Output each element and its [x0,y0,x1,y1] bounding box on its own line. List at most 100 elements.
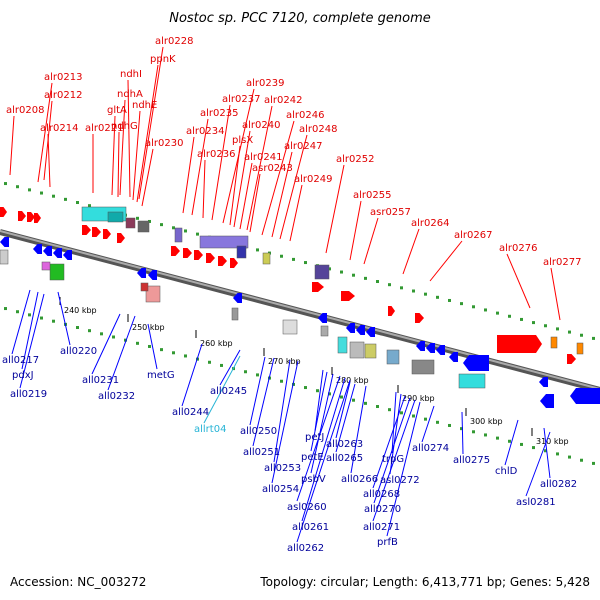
forward-gene-box [576,342,584,355]
guide-dot [340,395,343,399]
guide-dot [496,436,499,440]
label-leader [349,200,362,261]
guide-dot [424,292,427,296]
reverse-gene-arrow [356,325,365,335]
label-leader [246,105,273,231]
label-leader [203,355,241,424]
reverse-gene-box [231,307,239,321]
gene-label-all0265: all0265 [326,453,363,464]
reverse-gene-box [386,349,400,365]
forward-gene-arrow [388,306,395,316]
label-leader [391,391,397,454]
gene-label-alr0264: alr0264 [411,218,449,229]
reverse-gene-arrow [233,293,242,303]
label-leader [111,115,116,196]
reverse-gene-arrow [346,323,355,333]
guide-dot [160,223,163,227]
guide-dot [448,423,451,427]
label-leader [296,375,341,502]
guide-dot [580,458,583,462]
forward-gene-arrow [567,354,576,364]
reverse-gene-arrow [148,270,157,280]
guide-dot [52,194,55,198]
reverse-gene-arrow [33,244,42,254]
guide-dot [352,273,355,277]
guide-dot [220,363,223,367]
forward-gene-arrow [18,211,26,221]
guide-dot [64,197,67,201]
gene-label-plsx: plsX [232,135,253,146]
gene-label-alr0252: alr0252 [336,154,374,165]
label-leader [136,64,159,203]
guide-dot [328,267,331,271]
reverse-gene-arrow [426,343,435,353]
forward-gene-arrow [415,313,424,323]
gene-label-alr0235: alr0235 [200,108,238,119]
label-leader [350,385,367,474]
gene-label-alr0240: alr0240 [242,120,280,131]
label-leader [229,145,241,226]
guide-dot [4,307,7,311]
label-leader [273,359,291,463]
gene-label-alr0241: alr0241 [244,152,282,163]
forward-gene-arrow [92,227,101,237]
reverse-gene-arrow [137,268,146,278]
gene-label-chld: chlD [495,466,518,477]
kbp-label: 300 kbp [470,417,503,426]
label-leader [402,228,420,275]
gene-label-all0263: all0263 [326,439,363,450]
guide-dot [196,232,199,236]
label-leader [335,381,351,439]
label-leader [271,151,293,238]
gene-label-alr0267: alr0267 [454,230,492,241]
guide-dot [508,439,511,443]
guide-dot [412,414,415,418]
gene-label-all0251: all0251 [243,447,280,458]
label-leader [429,240,463,282]
guide-dot [508,314,511,318]
label-leader [132,110,141,201]
reverse-gene-arrow [539,377,548,387]
gene-label-trpg: trpG [382,454,404,465]
reverse-gene-arrow [0,237,9,247]
forward-gene-arrow [230,258,238,268]
reverse-gene-box [49,263,65,281]
gene-label-ndhi: ndhI [120,69,142,80]
gene-features [0,206,600,408]
gene-label-ppnk: ppnK [150,54,176,65]
reverse-gene-arrow [449,352,458,362]
reverse-gene-box [411,359,435,375]
guide-dot [208,360,211,364]
guide-dot [376,280,379,284]
guide-dot [280,379,283,383]
forward-gene-arrow [183,248,192,258]
forward-gene-box [262,252,271,265]
guide-dot [100,332,103,336]
guide-dot [136,216,139,220]
label-leader [301,377,346,522]
gene-label-alr0212: alr0212 [44,90,82,101]
gene-label-all0282: all0282 [540,479,577,490]
guide-dot [184,354,187,358]
guide-dot [16,310,19,314]
label-leader [182,136,195,214]
label-leader [335,383,356,453]
gene-label-alr0276: alr0276 [499,243,537,254]
guide-dot [88,329,91,333]
forward-gene-box [107,211,124,223]
kbp-label: 310 kbp [536,437,569,446]
gene-label-all0275: all0275 [453,455,490,466]
label-leader [21,291,39,370]
reverse-gene-arrow [570,388,600,404]
guide-dot [172,226,175,230]
gene-label-alr0237: alr0237 [222,94,260,105]
label-leader [147,323,158,370]
label-leader [202,159,206,219]
label-leader [219,349,241,386]
label-leader [233,130,251,228]
gene-label-petj: petJ [305,432,324,443]
guide-dot [124,338,127,342]
kbp-label: 280 kbp [336,376,369,385]
gene-label-alr0247: alr0247 [284,141,322,152]
